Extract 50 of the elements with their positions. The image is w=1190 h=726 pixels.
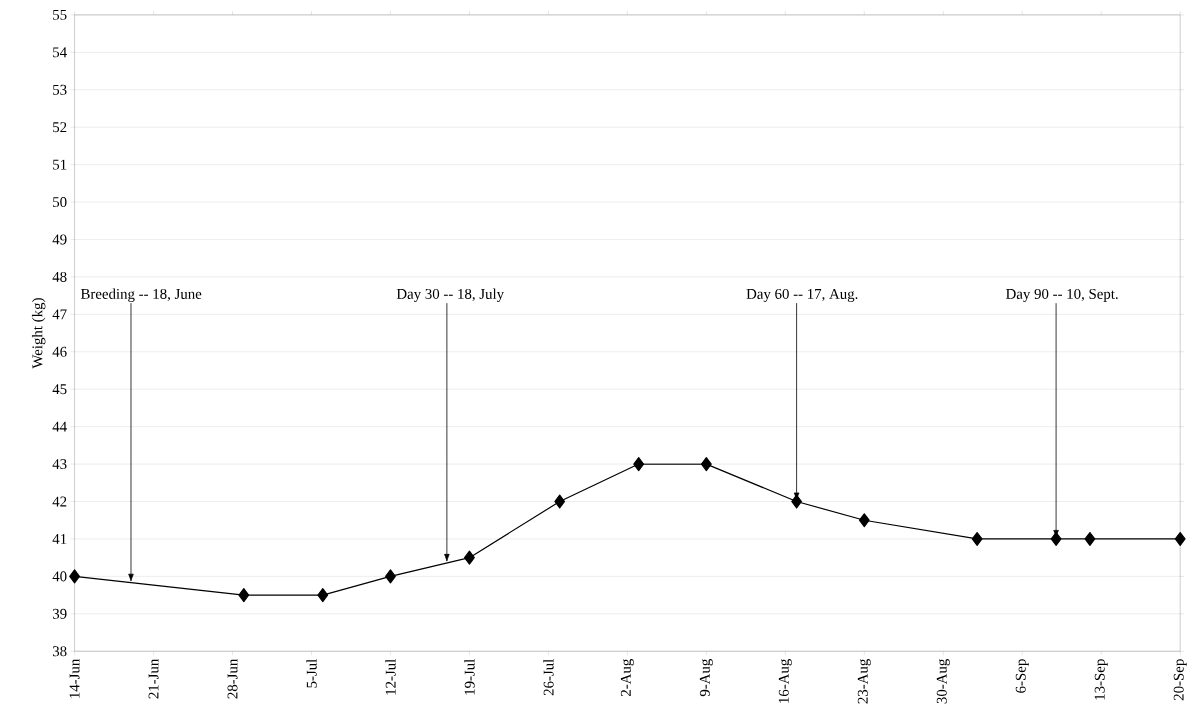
- y-tick-label: 49: [52, 234, 67, 245]
- x-tick-label: 16-Aug: [778, 659, 792, 703]
- y-tick-label: 39: [52, 608, 67, 619]
- y-tick-label: 48: [52, 272, 67, 283]
- x-tick-label: 19-Jul: [464, 659, 475, 695]
- point: [464, 550, 475, 565]
- y-tick-label: 45: [52, 384, 67, 395]
- x-tick-label: 2-Aug: [620, 659, 634, 697]
- y-tick-label: 40: [52, 571, 67, 582]
- x-tick-label: 9-Aug: [699, 659, 713, 697]
- y-tick-label: 44: [52, 421, 67, 432]
- x-tick-label: 26-Jul: [543, 659, 554, 696]
- y-tick-label: 52: [53, 122, 67, 133]
- y-tick-label: 43: [52, 459, 67, 470]
- y-tick-label: 50: [53, 197, 67, 208]
- x-tick-label: 12-Jul: [385, 659, 396, 695]
- x-tick-label: 6-Sep: [1015, 659, 1029, 693]
- point: [971, 532, 983, 547]
- y-tick-label: 42: [52, 496, 67, 507]
- point: [385, 569, 396, 584]
- point: [238, 588, 250, 603]
- point: [633, 457, 645, 472]
- x-tick-label: 23-Aug: [857, 659, 871, 704]
- x-tick-label: 20-Sep: [1173, 659, 1187, 701]
- point: [554, 494, 566, 509]
- x-tick-label: 14-Jun: [69, 659, 80, 698]
- point: [858, 513, 870, 528]
- point: [317, 588, 329, 603]
- y-tick-label: 53: [53, 84, 67, 95]
- point: [1084, 532, 1096, 547]
- y-tick-label: 54: [53, 47, 67, 58]
- annotation: Day 90 -- 10, Sept.: [1006, 288, 1118, 303]
- x-tick-label: 21-Jun: [148, 659, 159, 699]
- x-tick-label: 5-Jul: [306, 659, 317, 688]
- annotation: Day 60 -- 17, Aug.: [746, 288, 858, 303]
- annotation: Breeding -- 18, June: [80, 288, 202, 303]
- point: [700, 457, 712, 472]
- point: [1174, 532, 1186, 547]
- annotation: Day 30 -- 18, July: [396, 288, 505, 303]
- y-axis-title: Weight (kg): [31, 298, 46, 369]
- y-tick-label: 46: [52, 346, 67, 357]
- x-tick-label: 28-Jun: [227, 659, 238, 699]
- y-tick-label: 55: [53, 10, 67, 20]
- y-tick-label: 51: [53, 159, 67, 170]
- y-tick-label: 38: [52, 646, 67, 657]
- point: [69, 569, 81, 584]
- x-tick-label: 30-Aug: [936, 659, 950, 704]
- y-tick-label: 47: [52, 309, 67, 320]
- x-tick-label: 13-Sep: [1094, 659, 1108, 700]
- y-tick-label: 41: [52, 534, 67, 544]
